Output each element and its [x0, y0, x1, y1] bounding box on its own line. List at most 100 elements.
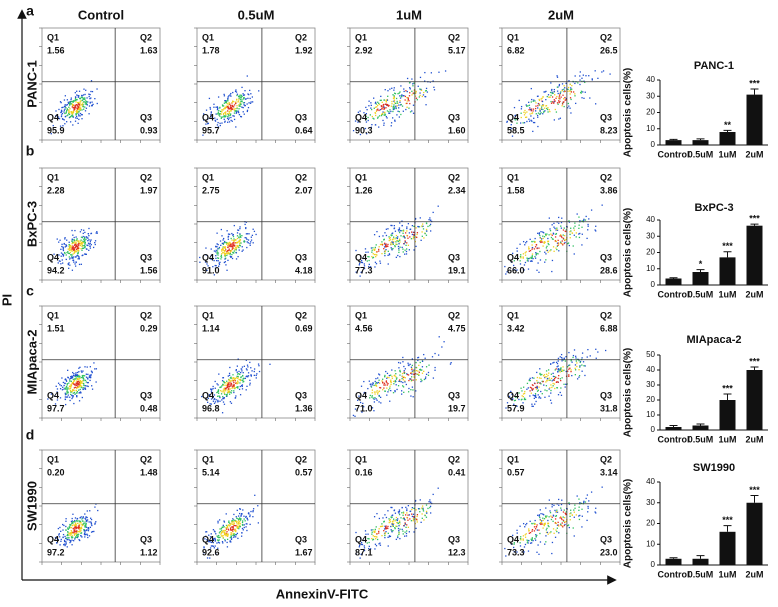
event-dot — [77, 104, 78, 105]
event-dot — [59, 527, 60, 528]
event-dot — [424, 96, 425, 97]
event-dot — [224, 534, 225, 535]
event-dot — [393, 526, 394, 527]
event-dot — [69, 388, 70, 389]
event-dot — [207, 123, 208, 124]
event-dot — [378, 103, 379, 104]
event-dot — [404, 377, 405, 378]
event-dot — [564, 227, 565, 228]
event-dot — [526, 104, 527, 105]
event-dot — [249, 516, 250, 517]
event-dot — [83, 230, 84, 231]
event-dot — [402, 507, 403, 508]
event-dot — [237, 381, 238, 382]
event-dot — [74, 109, 75, 110]
event-dot — [574, 83, 575, 84]
event-dot — [233, 537, 234, 538]
event-dot — [217, 248, 218, 249]
event-dot — [84, 101, 85, 102]
event-dot — [225, 107, 226, 108]
event-dot — [215, 107, 216, 108]
event-dot — [556, 111, 557, 112]
event-dot — [69, 256, 70, 257]
event-dot — [419, 95, 420, 96]
event-dot — [382, 235, 383, 236]
event-dot — [548, 534, 549, 535]
event-dot — [68, 268, 69, 269]
event-dot — [372, 257, 373, 258]
event-dot — [403, 533, 404, 534]
event-dot — [421, 231, 422, 232]
event-dot — [409, 364, 410, 365]
event-dot — [252, 96, 253, 97]
event-dot — [573, 91, 574, 92]
quadrant-value: 28.6 — [600, 265, 618, 275]
event-dot — [72, 241, 73, 242]
event-dot — [215, 251, 216, 252]
event-dot — [90, 102, 91, 103]
event-dot — [243, 102, 244, 103]
event-dot — [224, 247, 225, 248]
event-dot — [97, 103, 98, 104]
event-dot — [80, 389, 81, 390]
event-dot — [85, 103, 86, 104]
event-dot — [529, 107, 530, 108]
event-dot — [549, 387, 550, 388]
event-dot — [359, 275, 360, 276]
quadrant-value: 90.3 — [355, 125, 373, 135]
event-dot — [561, 357, 562, 358]
event-dot — [531, 261, 532, 262]
event-dot — [56, 386, 57, 387]
event-dot — [521, 399, 522, 400]
quadrant-name: Q2 — [600, 32, 612, 42]
event-dot — [380, 397, 381, 398]
event-dot — [236, 516, 237, 517]
event-dot — [230, 523, 231, 524]
event-dot — [372, 539, 373, 540]
event-dot — [401, 104, 402, 105]
event-dot — [378, 380, 379, 381]
event-dot — [69, 380, 70, 381]
event-dot — [524, 391, 525, 392]
event-dot — [389, 375, 390, 376]
event-dot — [551, 271, 552, 272]
event-dot — [235, 397, 236, 398]
event-dot — [68, 533, 69, 534]
event-dot — [371, 538, 372, 539]
event-dot — [433, 212, 434, 213]
event-dot — [398, 107, 399, 108]
quadrant-value: 73.3 — [507, 547, 525, 557]
event-dot — [568, 242, 569, 243]
event-dot — [558, 365, 559, 366]
event-dot — [214, 117, 215, 118]
event-dot — [237, 533, 238, 534]
event-dot — [84, 97, 85, 98]
event-dot — [582, 234, 583, 235]
event-dot — [543, 384, 544, 385]
event-dot — [577, 378, 578, 379]
event-dot — [386, 525, 387, 526]
event-dot — [574, 535, 575, 536]
event-dot — [225, 242, 226, 243]
event-dot — [72, 518, 73, 519]
event-dot — [238, 522, 239, 523]
event-dot — [531, 404, 532, 405]
event-dot — [381, 108, 382, 109]
event-dot — [427, 226, 428, 227]
event-dot — [410, 389, 411, 390]
event-dot — [546, 374, 547, 375]
event-dot — [539, 533, 540, 534]
event-dot — [242, 388, 243, 389]
error-bar — [751, 495, 759, 502]
event-dot — [587, 349, 588, 350]
event-dot — [390, 375, 391, 376]
event-dot — [64, 536, 65, 537]
event-dot — [246, 237, 247, 238]
event-dot — [534, 100, 535, 101]
event-dot — [77, 102, 78, 103]
event-dot — [250, 93, 251, 94]
flow-plot: Q11.51Q20.29Q30.48Q497.7 — [39, 306, 160, 421]
event-dot — [77, 252, 78, 253]
event-dot — [524, 244, 525, 245]
event-dot — [226, 394, 227, 395]
